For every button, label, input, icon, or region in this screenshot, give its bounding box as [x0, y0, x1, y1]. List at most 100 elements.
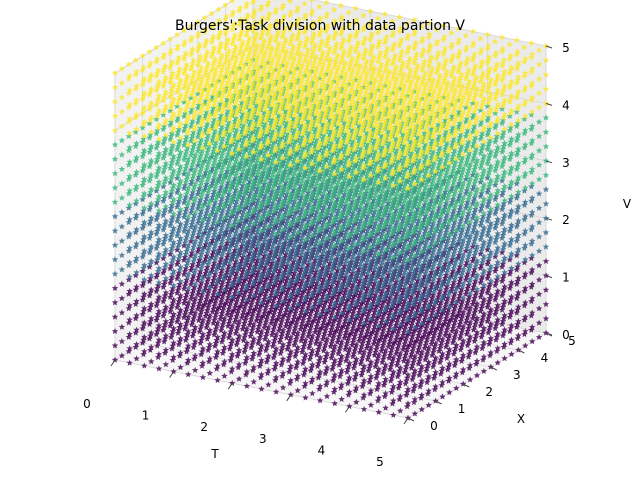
data-point [297, 297, 304, 304]
data-point [195, 173, 202, 180]
data-point [231, 189, 239, 196]
data-point [239, 110, 246, 117]
data-point [153, 72, 160, 79]
data-point [194, 90, 201, 97]
data-point [194, 133, 201, 140]
data-point [180, 98, 188, 105]
data-point [275, 169, 282, 176]
data-point [260, 94, 268, 101]
data-point [253, 102, 260, 109]
data-point [203, 108, 210, 116]
data-point [251, 64, 258, 71]
data-point [223, 271, 230, 278]
data-point [375, 26, 382, 33]
data-point [253, 116, 260, 123]
data-point [352, 48, 359, 55]
data-point [253, 44, 260, 51]
data-point [188, 91, 195, 98]
data-point [173, 174, 181, 181]
data-point [203, 309, 210, 316]
data-point [275, 255, 282, 262]
data-point [267, 64, 274, 71]
data-point [209, 193, 216, 200]
data-point [254, 213, 261, 220]
data-point [368, 88, 376, 95]
data-point [251, 50, 258, 57]
data-point [187, 223, 195, 230]
data-point [389, 46, 396, 53]
data-point [268, 173, 276, 180]
data-point [187, 209, 195, 216]
data-point [230, 34, 238, 41]
data-point [410, 45, 418, 52]
data-point [217, 126, 225, 133]
data-point [189, 332, 196, 339]
data-point [323, 39, 331, 46]
data-point [361, 92, 369, 99]
data-point [187, 94, 195, 101]
data-point [189, 146, 196, 153]
data-point [160, 212, 167, 219]
data-point [167, 250, 174, 257]
data-point [254, 256, 261, 263]
data-point [346, 63, 353, 70]
data-point [246, 206, 253, 213]
data-point [389, 60, 396, 68]
data-point [332, 57, 339, 64]
data-point [210, 230, 218, 237]
data-point [203, 209, 210, 216]
data-point [484, 217, 491, 224]
data-point [339, 53, 346, 60]
data-point [338, 42, 345, 49]
data-point [484, 260, 491, 267]
data-point [282, 165, 289, 172]
data-point [160, 68, 167, 75]
data-point [254, 314, 261, 321]
data-point [375, 55, 382, 62]
data-point [236, 21, 243, 28]
data-point [223, 99, 230, 106]
data-point [217, 212, 225, 219]
data-point [275, 126, 282, 133]
data-point [232, 129, 239, 136]
data-point [244, 11, 251, 18]
data-point [333, 241, 340, 248]
data-point [462, 276, 470, 283]
data-point [448, 43, 455, 50]
data-point [194, 119, 201, 126]
data-point [484, 188, 491, 195]
data-point [187, 309, 195, 316]
data-point [232, 200, 239, 207]
data-point [194, 233, 201, 240]
data-point [311, 314, 319, 321]
data-point [153, 316, 160, 323]
data-point [180, 84, 188, 91]
data-point [433, 40, 440, 48]
data-point [282, 193, 289, 200]
data-point [253, 202, 260, 209]
data-point [264, 44, 271, 52]
data-point [282, 323, 289, 330]
data-point [254, 156, 261, 163]
data-point [390, 57, 397, 65]
data-point [210, 73, 218, 80]
data-point [188, 192, 195, 199]
data-point [188, 292, 195, 299]
data-point [260, 69, 267, 76]
data-point [188, 62, 195, 70]
data-point [236, 36, 243, 43]
data-point [282, 64, 289, 71]
data-point [484, 246, 491, 253]
data-point [210, 87, 218, 94]
data-point [274, 172, 282, 179]
data-point [232, 86, 239, 93]
data-point [210, 319, 217, 327]
data-point [246, 91, 253, 98]
data-point [196, 41, 203, 48]
data-point [167, 322, 174, 329]
data-point [167, 47, 175, 54]
data-point [167, 150, 174, 157]
data-point [180, 285, 188, 292]
data-point [160, 226, 167, 233]
data-point [139, 325, 146, 332]
